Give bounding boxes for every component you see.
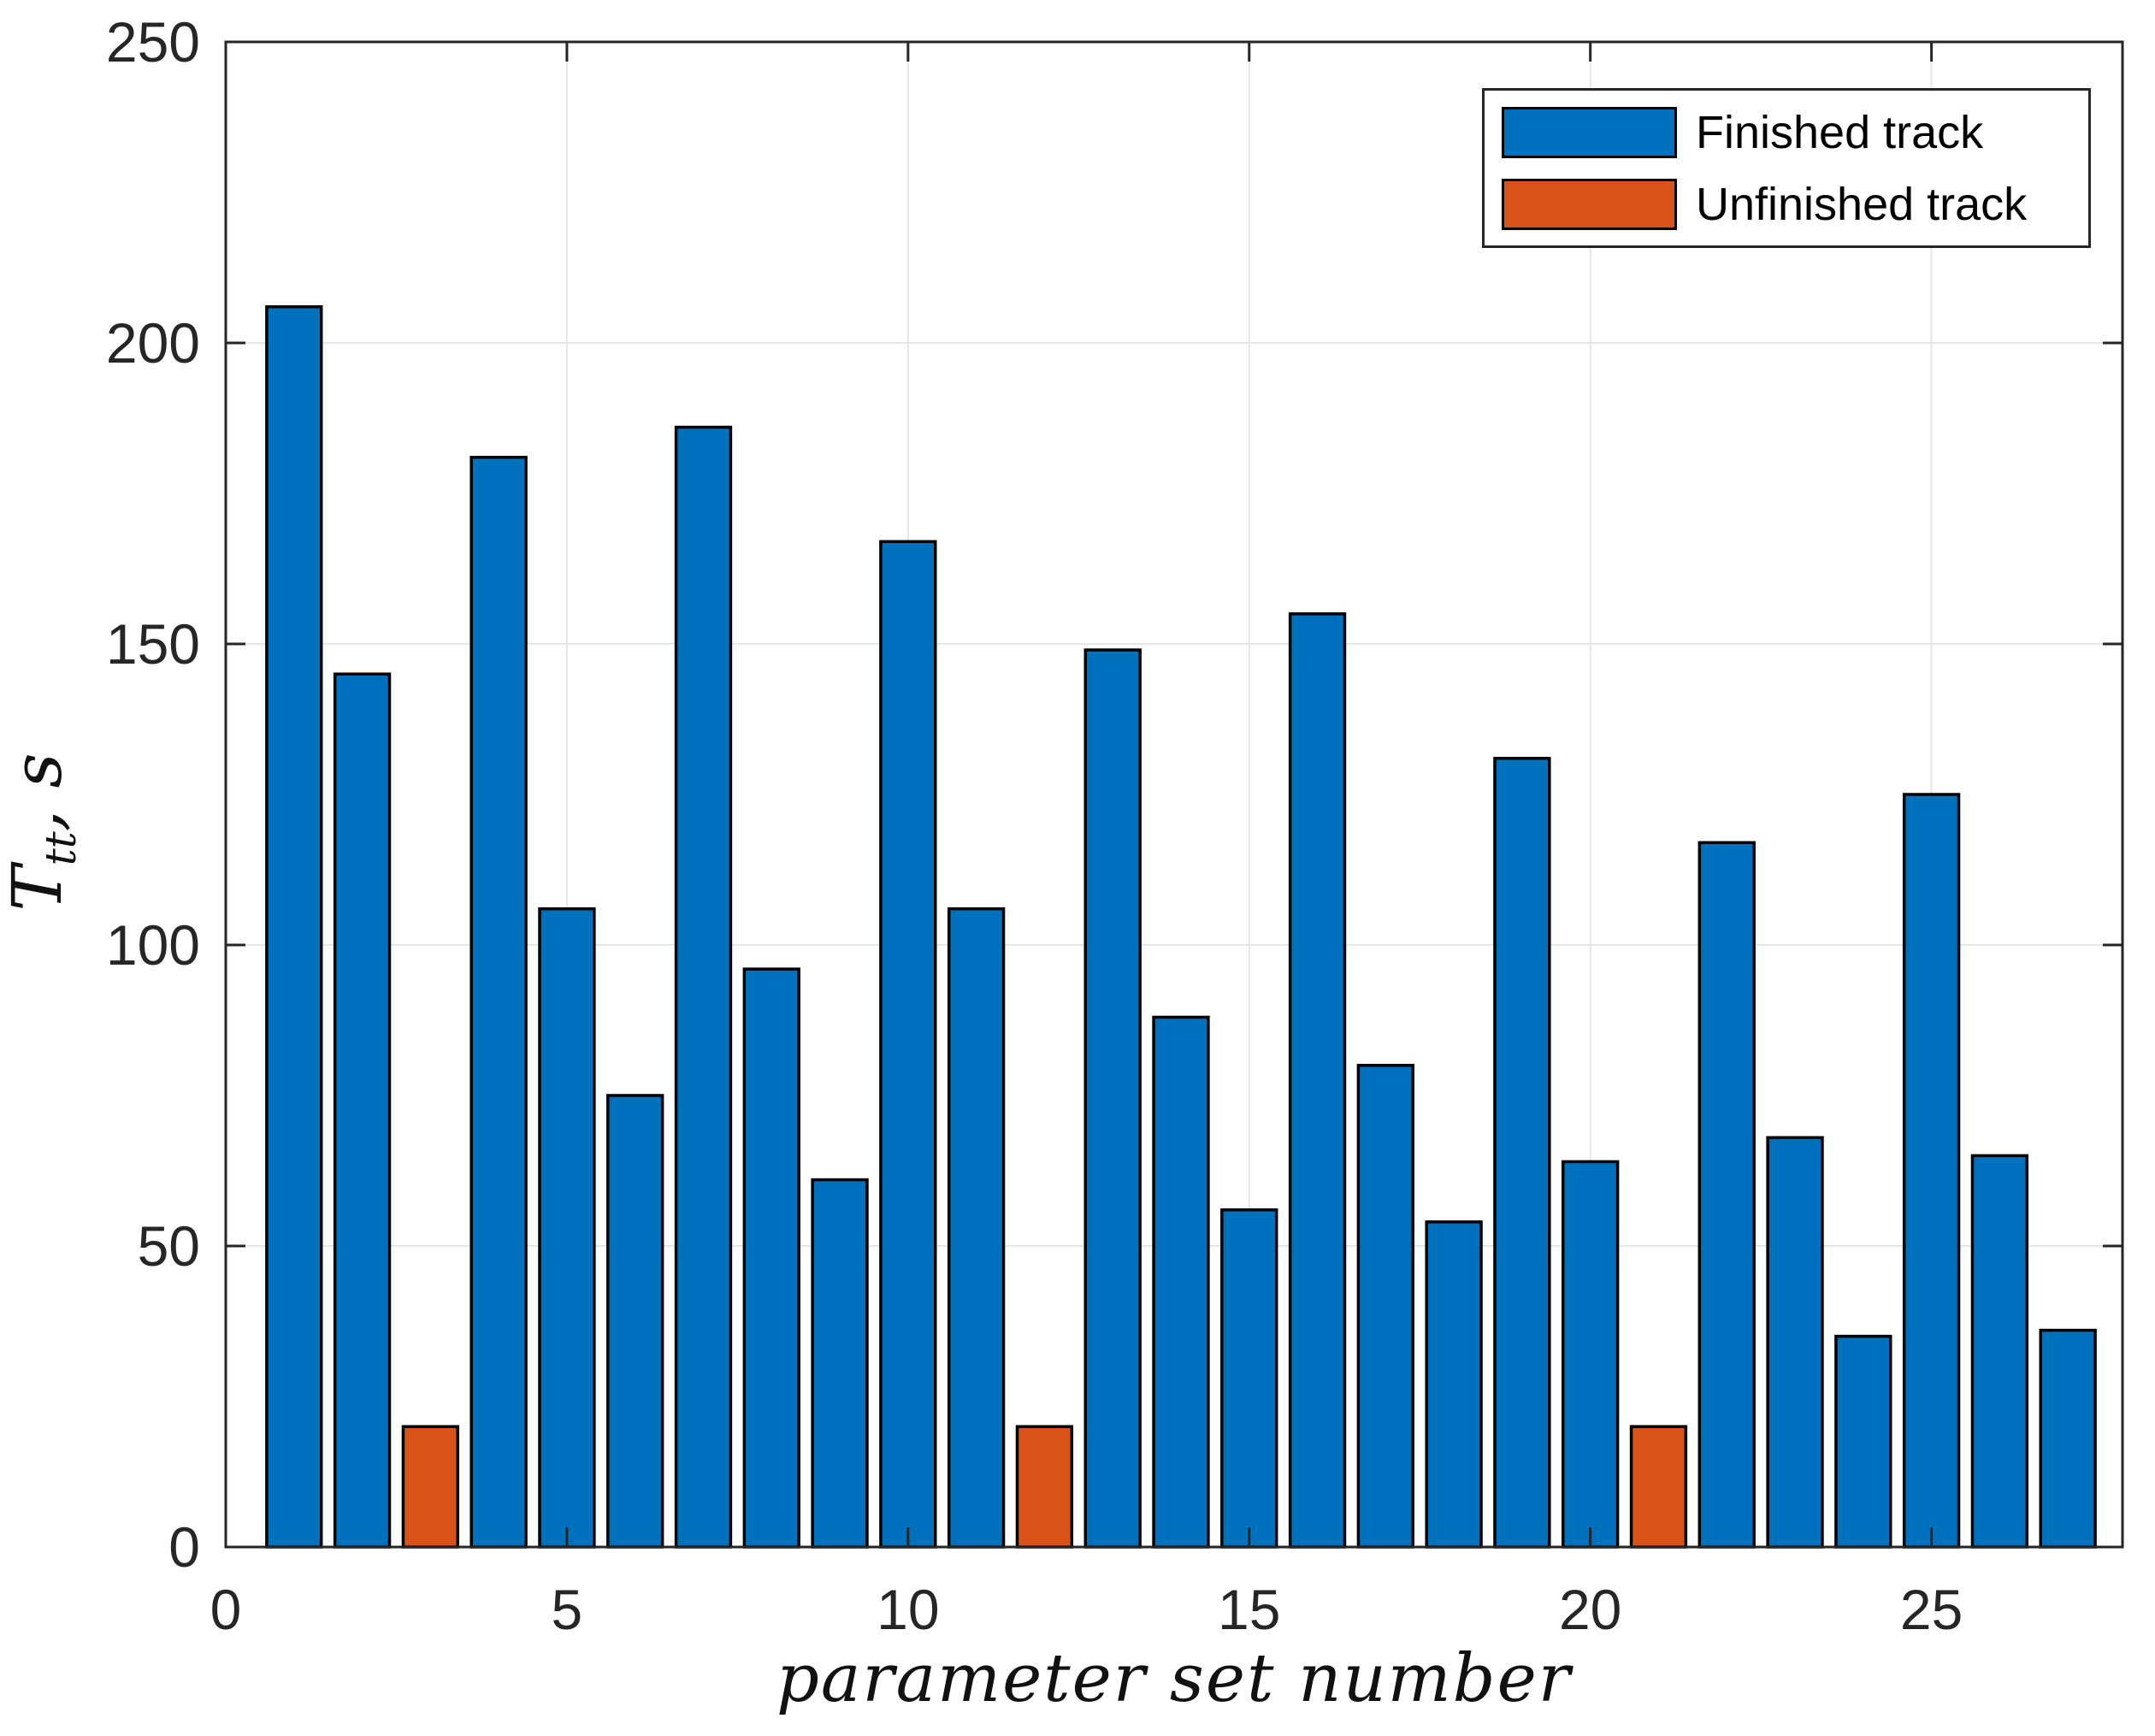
bar-finished-16: [1288, 612, 1347, 1549]
bar-finished-6: [606, 1094, 664, 1549]
bar-finished-22: [1697, 841, 1756, 1549]
x-tick-label: 10: [877, 1578, 939, 1641]
bar-finished-26: [1970, 1154, 2029, 1549]
bar-finished-25: [1902, 793, 1961, 1549]
x-axis-label: parameter set number: [776, 1640, 1573, 1717]
bar-finished-2: [333, 672, 392, 1549]
y-tick-label: 200: [106, 311, 200, 375]
x-tick-label: 15: [1218, 1578, 1280, 1641]
x-tick-label: 20: [1559, 1578, 1621, 1641]
bar-finished-23: [1766, 1136, 1824, 1549]
bar-finished-7: [674, 425, 733, 1549]
bar-finished-8: [742, 967, 800, 1549]
bar-unfinished-21: [1629, 1425, 1688, 1549]
y-tick-label: 100: [106, 913, 200, 977]
bar-finished-15: [1220, 1208, 1278, 1549]
legend-swatch-unfinished-icon: [1502, 178, 1677, 230]
legend-swatch-finished-icon: [1502, 106, 1677, 158]
plot-border: [224, 40, 2124, 1549]
bar-unfinished-12: [1015, 1425, 1074, 1549]
x-tick-label: 5: [552, 1578, 583, 1641]
bar-finished-18: [1425, 1220, 1483, 1549]
legend-label-unfinished: Unfinished track: [1696, 178, 2028, 230]
bar-finished-27: [2039, 1328, 2097, 1549]
y-axis-label-subscript: tt: [36, 831, 86, 866]
y-axis-label: Ttt, s: [0, 37, 92, 1627]
bar-finished-13: [1083, 648, 1142, 1549]
x-tick-label: 25: [1900, 1578, 1963, 1641]
bar-finished-9: [811, 1178, 869, 1549]
y-axis-label-symbol: T: [0, 865, 77, 912]
bar-finished-4: [469, 456, 528, 1549]
y-tick-label: 50: [138, 1214, 200, 1278]
bar-finished-11: [947, 907, 1006, 1549]
legend-entry-finished: Finished track: [1502, 106, 2088, 158]
legend: Finished track Unfinished track: [1482, 88, 2091, 248]
bar-finished-1: [265, 305, 323, 1549]
y-tick-label: 150: [106, 612, 200, 676]
y-axis-label-unit: , s: [0, 753, 77, 832]
bar-finished-19: [1493, 757, 1551, 1549]
bar-finished-5: [538, 907, 596, 1549]
bar-finished-20: [1562, 1160, 1620, 1549]
bar-finished-14: [1152, 1015, 1210, 1549]
legend-label-finished: Finished track: [1696, 106, 1984, 158]
bar-finished-24: [1834, 1334, 1892, 1549]
x-tick-label: 0: [210, 1578, 242, 1641]
bar-finished-17: [1356, 1064, 1414, 1549]
y-tick-label: 250: [106, 10, 200, 74]
bar-unfinished-3: [401, 1425, 460, 1549]
legend-entry-unfinished: Unfinished track: [1502, 178, 2088, 230]
bar-finished-10: [879, 540, 937, 1549]
y-tick-label: 0: [168, 1515, 200, 1579]
